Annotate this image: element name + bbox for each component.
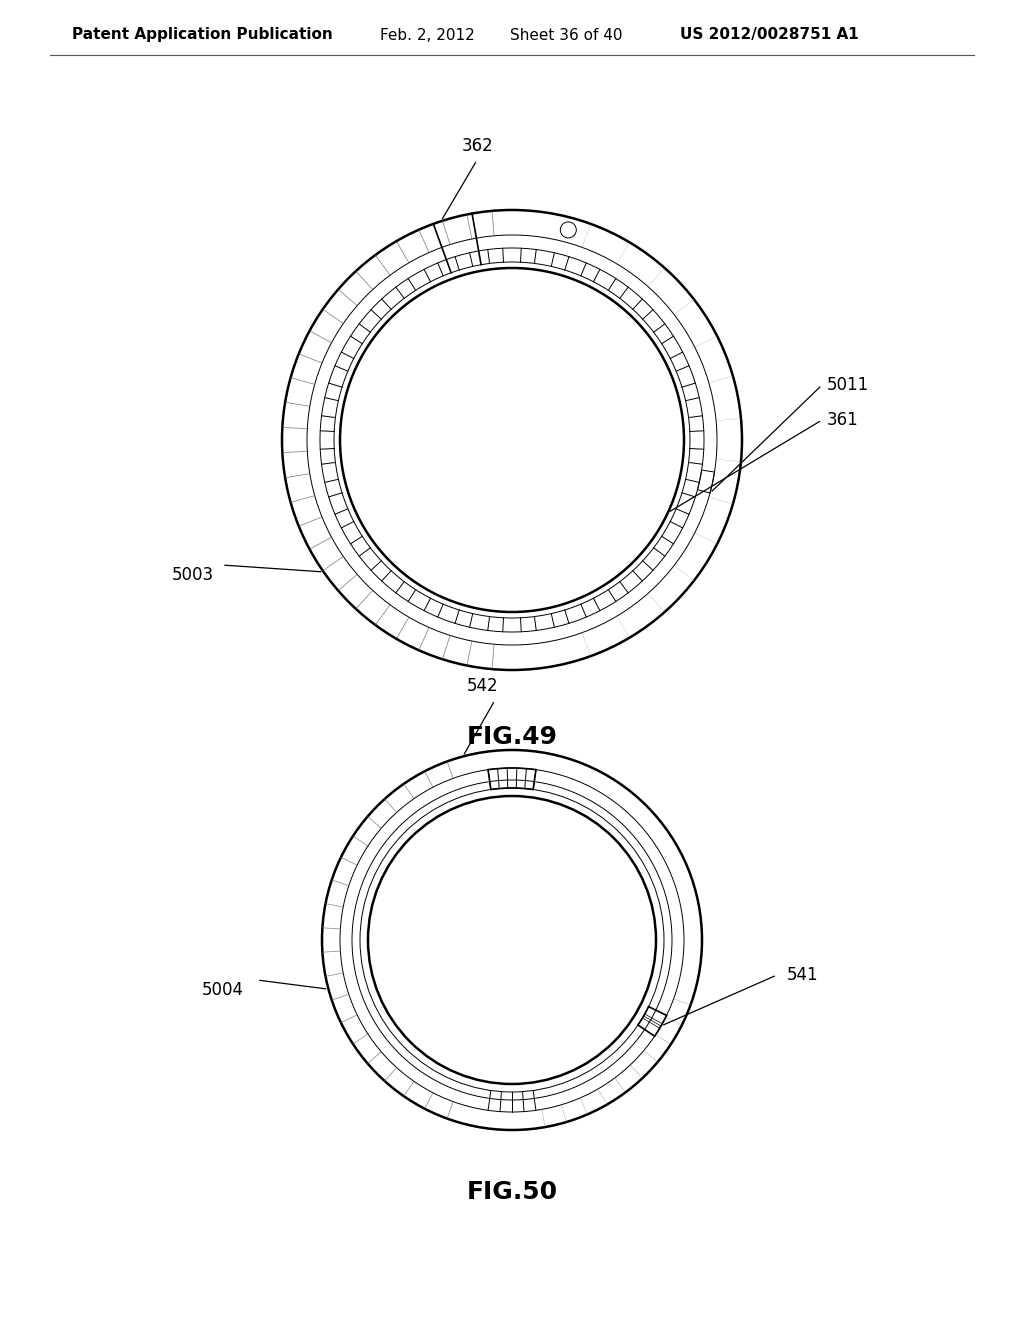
Text: 5004: 5004 <box>202 981 244 999</box>
Text: Feb. 2, 2012: Feb. 2, 2012 <box>380 28 475 42</box>
Text: 541: 541 <box>787 966 818 983</box>
Text: US 2012/0028751 A1: US 2012/0028751 A1 <box>680 28 859 42</box>
Text: 362: 362 <box>462 137 494 154</box>
Text: Sheet 36 of 40: Sheet 36 of 40 <box>510 28 623 42</box>
Text: 5011: 5011 <box>827 376 869 393</box>
Text: Patent Application Publication: Patent Application Publication <box>72 28 333 42</box>
Text: 542: 542 <box>467 677 499 696</box>
Text: FIG.49: FIG.49 <box>467 725 557 748</box>
Text: 361: 361 <box>827 411 859 429</box>
Text: FIG.50: FIG.50 <box>467 1180 557 1204</box>
Text: 5003: 5003 <box>172 566 214 583</box>
